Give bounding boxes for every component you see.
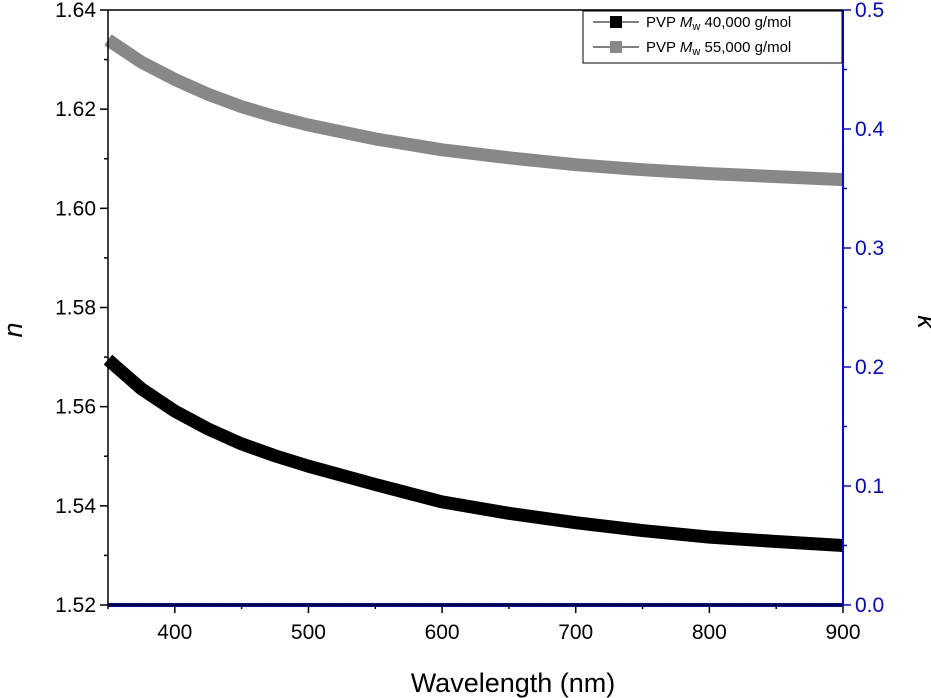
x-tick-label: 900 [825,621,860,644]
x-tick-label: 400 [157,621,192,644]
y2-tick-label: 0.3 [855,237,884,260]
plot-area [103,9,844,607]
y-tick-label: 1.54 [55,495,96,518]
y-tick-label: 1.62 [55,98,96,121]
y-axis-ticks: 1.52 1.54 1.56 1.58 1.60 1.62 1.64 [55,0,108,617]
x-tick-label: 700 [558,621,593,644]
legend-label-1: PVP Mw 40,000 g/mol [646,14,791,33]
y2-tick-label: 0.0 [855,594,884,617]
legend-marker-2 [610,41,622,53]
y2-tick-label: 0.2 [855,356,884,379]
y2-tick-label: 0.5 [855,0,884,22]
y-tick-label: 1.60 [55,197,96,220]
x-axis-label: Wavelength (nm) [411,668,616,698]
legend-label-2-italic: M [680,39,693,56]
x-axis-ticks: 400 500 600 700 800 900 [107,605,861,644]
legend: PVP Mw 40,000 g/mol PVP Mw 55,000 g/mol [582,10,843,64]
legend-label-2-prefix: PVP [646,39,680,56]
legend-label-2-suffix: 55,000 g/mol [700,39,791,56]
y-tick-label: 1.64 [55,0,96,22]
y-axis-label: n [0,322,28,337]
legend-label-1-prefix: PVP [646,14,680,31]
legend-label-1-suffix: 40,000 g/mol [700,14,791,31]
legend-label-2-sub: w [691,46,700,58]
y-tick-label: 1.58 [55,297,96,320]
y-tick-label: 1.52 [55,594,96,617]
legend-label-1-italic: M [680,14,693,31]
legend-item-1: PVP Mw 40,000 g/mol [593,14,791,33]
legend-marker-1 [610,16,622,28]
x-tick-label: 500 [291,621,326,644]
x-tick-label: 600 [425,621,460,644]
y2-tick-label: 0.1 [855,475,884,498]
y2-axis-label: k [912,315,931,330]
legend-box [582,10,843,64]
y2-tick-label: 0.4 [855,118,885,141]
x-tick-label: 800 [692,621,727,644]
y2-axis-ticks: 0.0 0.1 0.2 0.3 0.4 0.5 [843,0,885,617]
series-line-2 [104,34,844,187]
y-tick-label: 1.56 [55,396,96,419]
legend-item-2: PVP Mw 55,000 g/mol [593,39,791,58]
legend-label-2: PVP Mw 55,000 g/mol [646,39,791,58]
series-line-1 [103,354,844,552]
legend-label-1-sub: w [691,21,700,33]
